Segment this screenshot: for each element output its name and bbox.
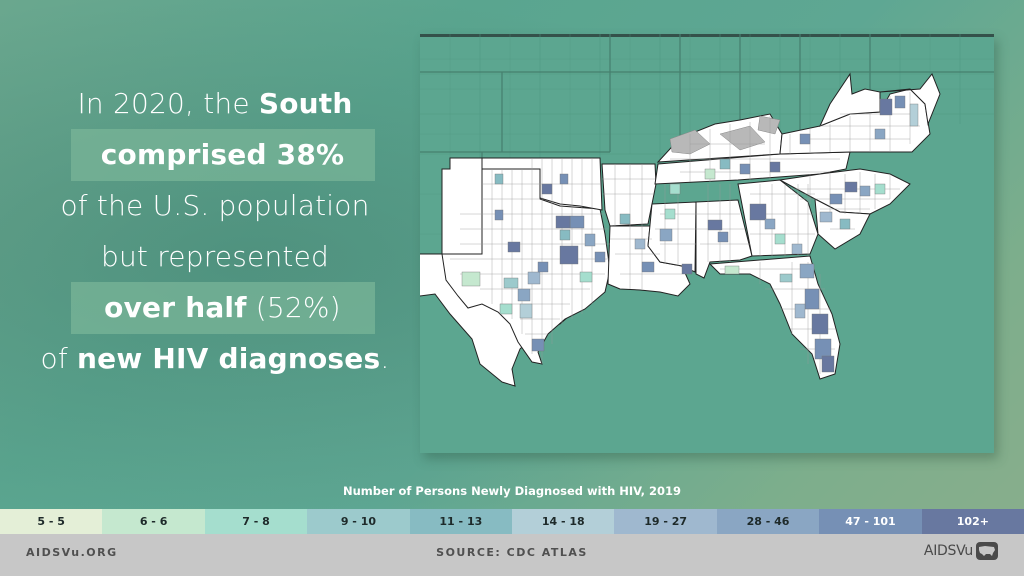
legend-bin-5-5: 5 - 5 [0, 509, 103, 534]
highlight-box-38-percent: comprised 38% [70, 129, 375, 181]
site-url: AIDSVu.ORG [26, 546, 118, 559]
headline: In 2020, the South comprised 38% of the … [20, 78, 410, 384]
headline-bold: over half [104, 291, 247, 324]
headline-line-1: In 2020, the South [20, 78, 410, 129]
legend-bin-102-plus: 102+ [921, 509, 1024, 534]
legend-bin-7-8: 7 - 8 [204, 509, 308, 534]
headline-line-3: of the U.S. population [60, 189, 370, 222]
headline-bold: South [258, 87, 353, 120]
legend-bin-11-13: 11 - 13 [409, 509, 513, 534]
headline-line-5: over half (52%) [20, 282, 410, 334]
legend-bin-9-10: 9 - 10 [307, 509, 410, 534]
source-credit: SOURCE: CDC ATLAS [436, 546, 588, 559]
legend-bin-19-27: 19 - 27 [614, 509, 717, 534]
county-grid [450, 92, 920, 374]
us-map-icon [976, 542, 998, 560]
headline-text: of [40, 342, 78, 375]
footer: AIDSVu.ORG SOURCE: CDC ATLAS AIDSVu [0, 534, 1024, 576]
legend-bin-6-6: 6 - 6 [102, 509, 205, 534]
map-graphic [420, 34, 994, 387]
headline-line-4: but represented [101, 240, 329, 273]
brand-name: AIDSVu [923, 543, 973, 559]
headline-bold: new HIV diagnoses [77, 342, 381, 375]
colored-counties [461, 95, 919, 373]
headline-line-6: of new HIV diagnoses. [20, 333, 410, 384]
background-state-borders [420, 34, 994, 255]
legend-title: Number of Persons Newly Diagnosed with H… [343, 484, 681, 498]
legend-bar: 5 - 5 6 - 6 7 - 8 9 - 10 11 - 13 14 - 18… [0, 509, 1024, 534]
state-shapes [441, 72, 941, 380]
headline-line-2: comprised 38% [20, 129, 410, 181]
headline-bold: comprised 38% [100, 138, 345, 171]
legend-bin-14-18: 14 - 18 [512, 509, 615, 534]
highlight-box-52-percent: over half (52%) [70, 282, 375, 334]
headline-text: In 2020, the [77, 87, 259, 120]
headline-text: (52%) [246, 291, 341, 324]
legend-bin-28-46: 28 - 46 [716, 509, 820, 534]
headline-text: . [380, 342, 390, 375]
legend-bin-47-101: 47 - 101 [819, 509, 922, 534]
choropleth-map [420, 34, 994, 453]
brand-logo: AIDSVu [924, 542, 998, 560]
